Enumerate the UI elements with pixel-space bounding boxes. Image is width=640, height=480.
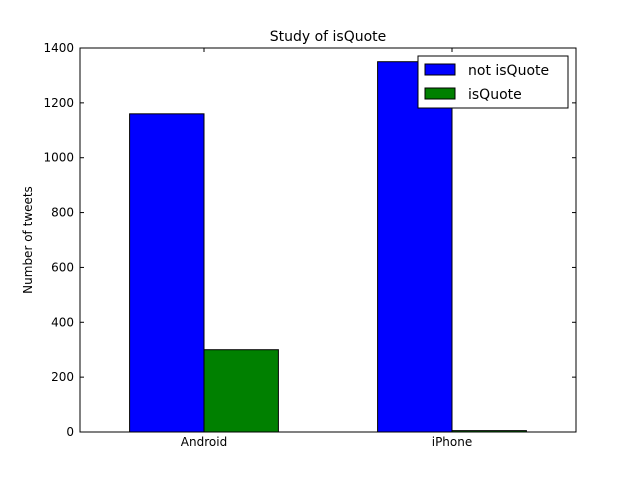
y-tick-label: 1400 bbox=[43, 41, 74, 55]
bar-isquote-android bbox=[203, 349, 279, 433]
y-tick-label: 1000 bbox=[43, 151, 74, 165]
legend: not isQuote isQuote bbox=[417, 55, 569, 109]
y-tick-label: 600 bbox=[51, 260, 74, 274]
legend-label: not isQuote bbox=[468, 63, 549, 79]
bar-not-isquote-iphone bbox=[377, 61, 453, 433]
bar-not-isquote-android bbox=[129, 113, 205, 433]
y-axis-label: Number of tweets bbox=[21, 186, 35, 294]
y-tick-label: 400 bbox=[51, 315, 74, 329]
y-tick-label: 0 bbox=[66, 425, 74, 439]
x-tick-label: Android bbox=[181, 435, 227, 449]
legend-swatch bbox=[424, 87, 456, 100]
x-tick-label: iPhone bbox=[432, 435, 473, 449]
legend-swatch bbox=[424, 63, 456, 76]
plot-frame bbox=[79, 47, 577, 433]
y-tick-label: 800 bbox=[51, 206, 74, 220]
chart-title: Study of isQuote bbox=[270, 29, 387, 45]
legend-label: isQuote bbox=[468, 87, 522, 103]
axes-layer: 0 200 400 600 800 1000 1200 1400 Android iPhone bbox=[43, 41, 577, 449]
y-tick-label: 200 bbox=[51, 370, 74, 384]
bars-layer bbox=[129, 61, 527, 433]
y-tick-label: 1200 bbox=[43, 96, 74, 110]
